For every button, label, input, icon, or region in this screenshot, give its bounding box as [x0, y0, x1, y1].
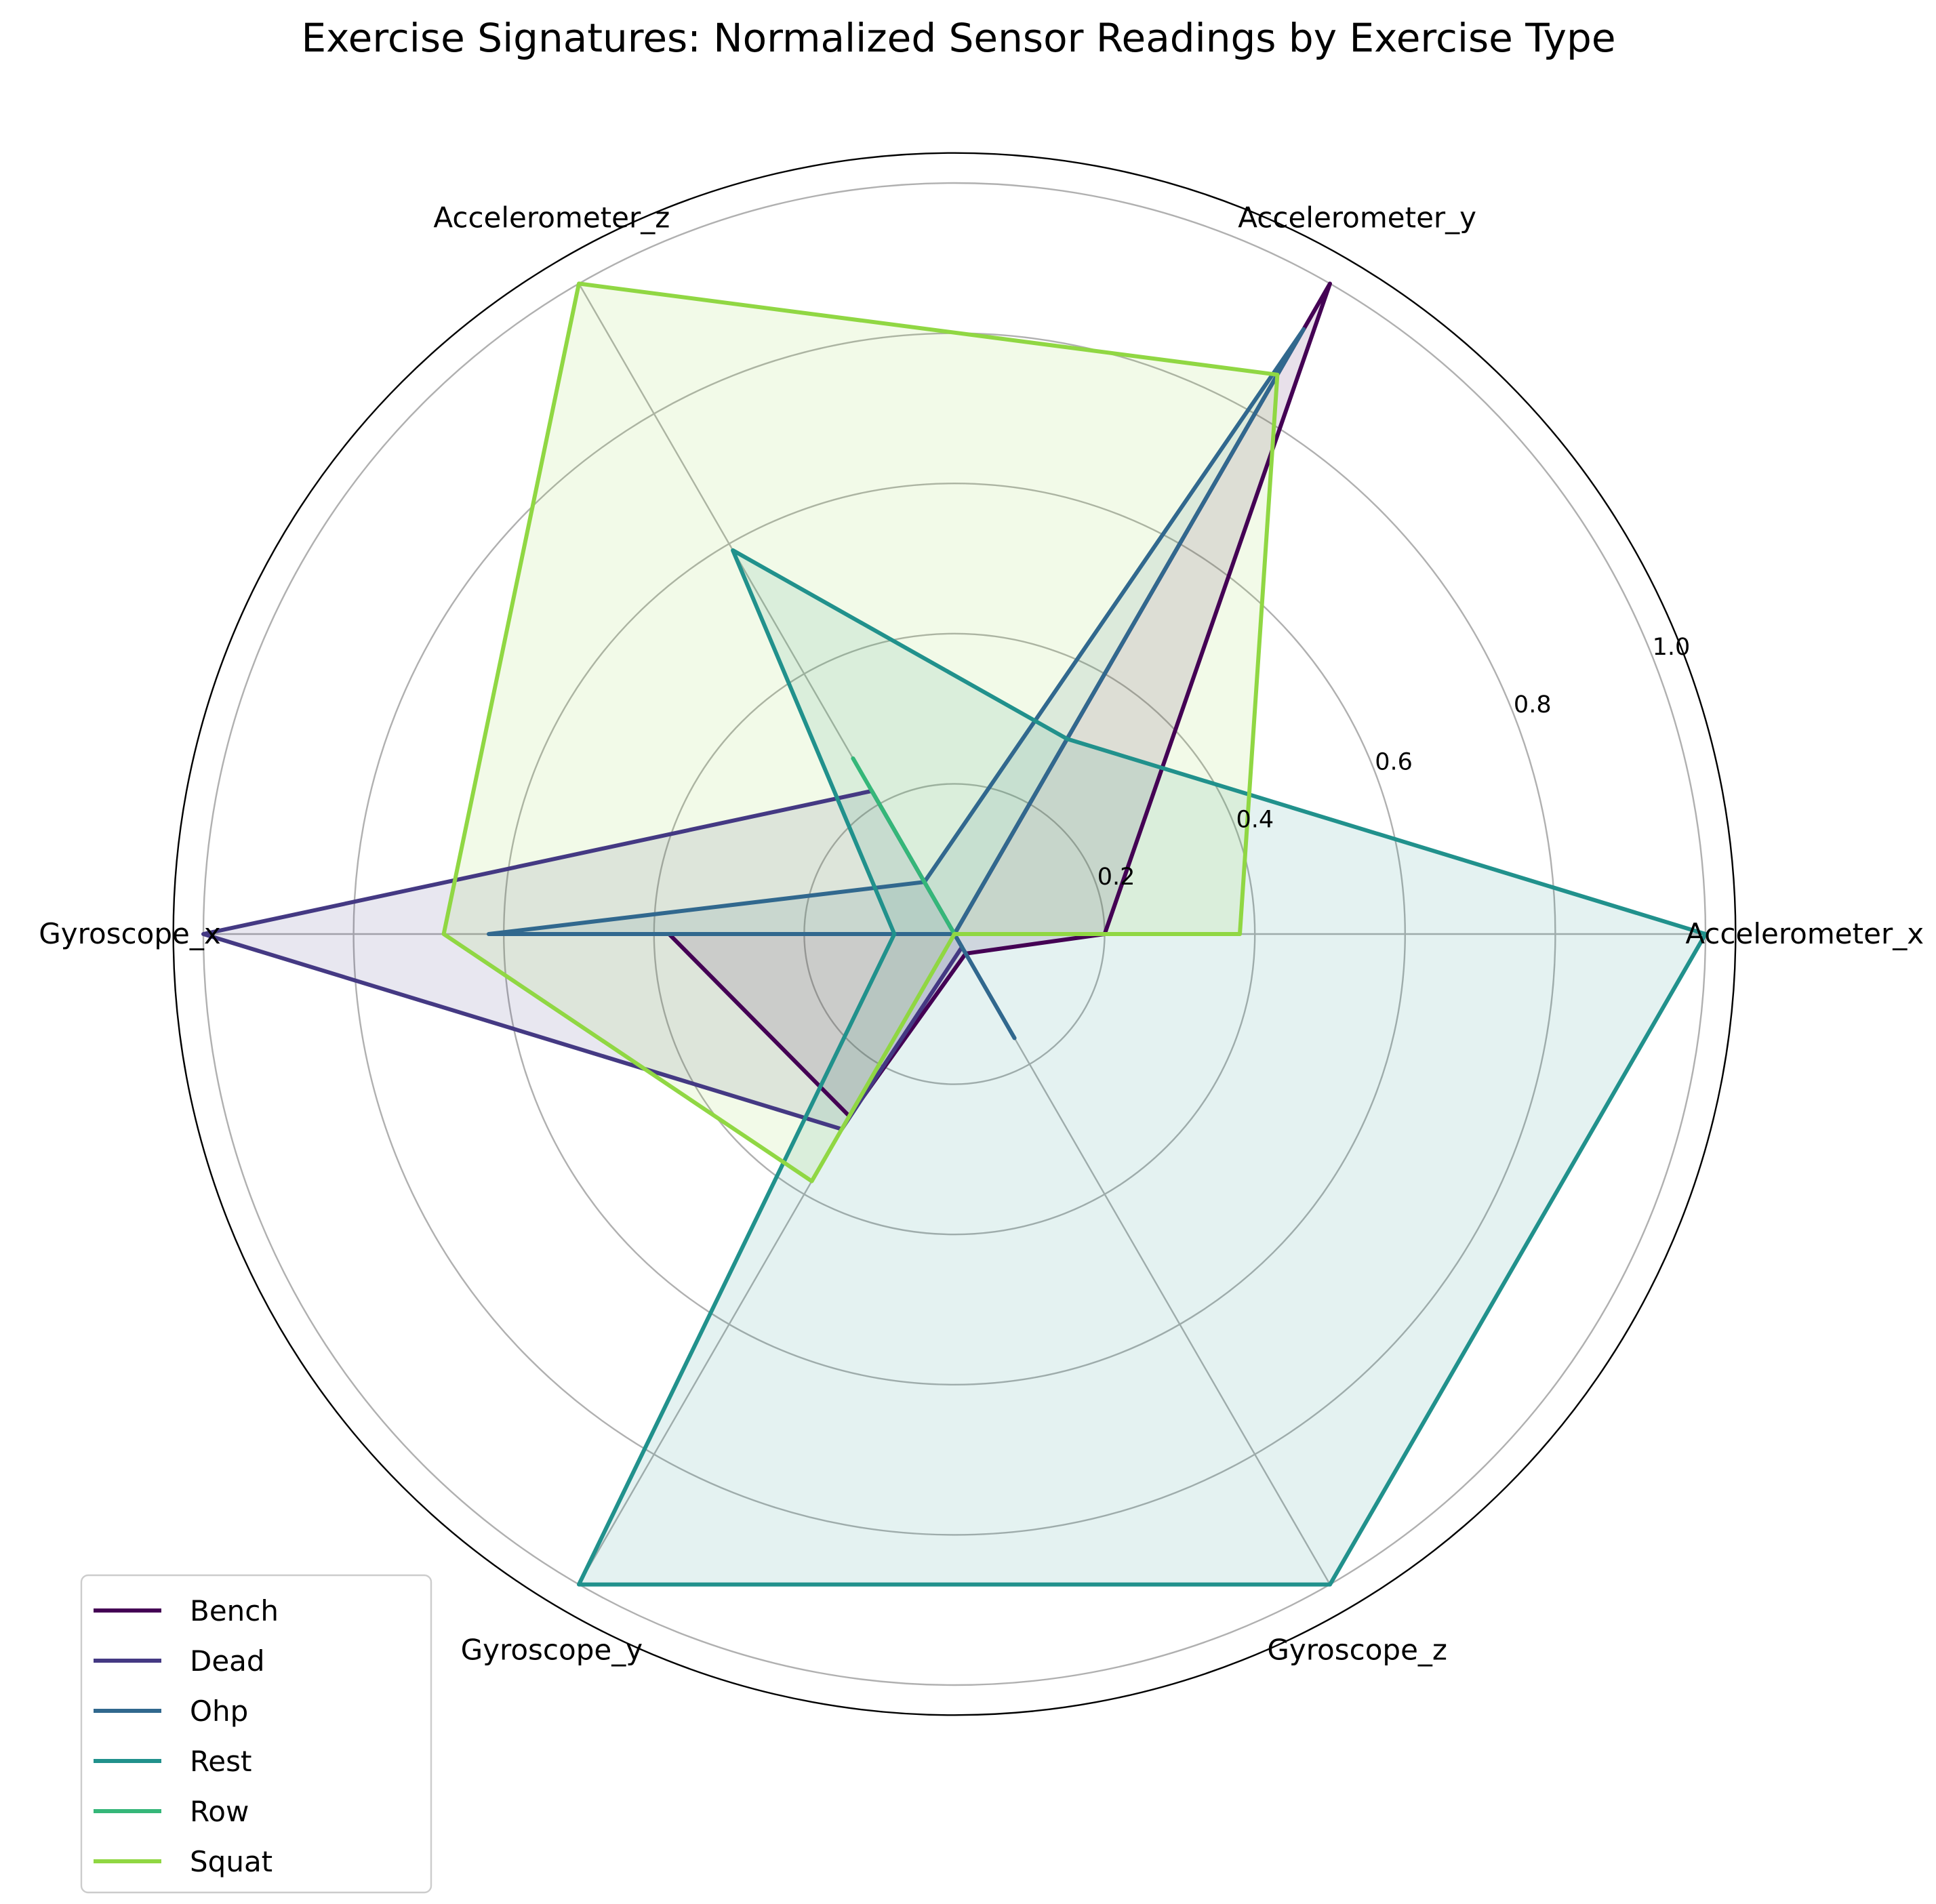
series-line-squat: [441, 281, 1280, 1183]
series-fill-rest: [579, 550, 1706, 1585]
legend-label-squat: Squat: [190, 1845, 273, 1878]
radial-tick-label: 1.0: [1653, 634, 1691, 661]
axis-label-accelerometer_y: Accelerometer_y: [1238, 201, 1476, 234]
axis-label-accelerometer_z: Accelerometer_z: [433, 201, 670, 234]
legend-label-dead: Dead: [190, 1644, 265, 1678]
legend-label-bench: Bench: [190, 1594, 279, 1627]
radial-tick-label: 0.2: [1097, 864, 1135, 891]
axis-label-gyroscope_x: Gyroscope_x: [39, 917, 220, 950]
legend-label-rest: Rest: [190, 1745, 252, 1778]
radial-tick-label: 0.6: [1375, 749, 1413, 776]
radial-tick-label: 0.8: [1514, 691, 1552, 718]
legend-label-ohp: Ohp: [190, 1695, 248, 1728]
radial-tick-label: 0.4: [1236, 806, 1274, 833]
chart-title: Exercise Signatures: Normalized Sensor R…: [301, 15, 1615, 61]
series-fill-ohp: [489, 329, 1304, 1038]
legend-label-row: Row: [190, 1795, 249, 1828]
series-fills: [203, 283, 1706, 1585]
series-line-rest: [577, 548, 1708, 1587]
series-lines: [201, 281, 1708, 1587]
axis-label-gyroscope_y: Gyroscope_y: [461, 1634, 643, 1667]
legend-frame: [80, 1574, 432, 1894]
series-fill-dead: [203, 790, 963, 1129]
axis-label-accelerometer_x: Accelerometer_x: [1685, 917, 1924, 950]
axis-label-gyroscope_z: Gyroscope_z: [1267, 1634, 1447, 1667]
legend: Bench Dead Ohp Rest Row Squat: [80, 1574, 432, 1894]
grid-spoke: [953, 933, 1331, 1585]
series-fill-squat: [443, 283, 1278, 1181]
axis-labels: 0.2 0.4 0.6 0.8 1.0 Accelerometer_x Accelerome…: [39, 201, 1924, 1666]
polar-frame: [172, 152, 1737, 1716]
series-line-row: [851, 756, 956, 936]
series-line-ohp: [487, 327, 1306, 1040]
